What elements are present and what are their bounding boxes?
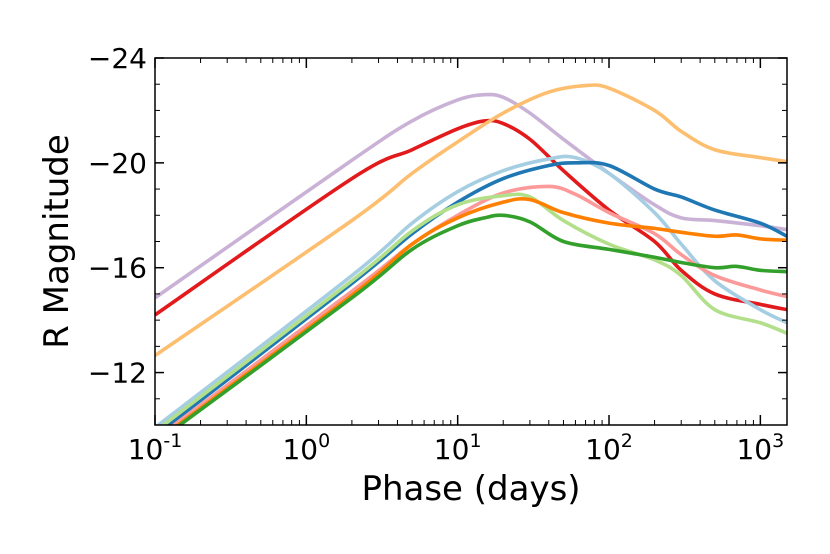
series-line-lilac xyxy=(155,92,787,300)
y-axis-title: R Magnitude xyxy=(37,134,77,349)
x-tick-label: 103 xyxy=(736,430,784,466)
x-tick-label: 101 xyxy=(434,430,482,466)
y-tick-label: −12 xyxy=(88,357,147,390)
ticks-layer: −24 −20 −16 −12 10-1 100 101 102 103 xyxy=(88,42,787,466)
y-tick-label: −16 xyxy=(88,252,147,285)
series-layer xyxy=(155,83,787,425)
x-tick-label: 100 xyxy=(282,430,330,466)
x-tick-label: 10-1 xyxy=(128,430,183,466)
series-line-light-orange xyxy=(155,83,787,358)
x-tick-label: 102 xyxy=(585,430,633,466)
series-line-light-blue xyxy=(155,154,787,425)
y-tick-label: −20 xyxy=(88,147,147,180)
series-line-blue xyxy=(165,160,787,425)
y-tick-label: −24 xyxy=(88,42,147,75)
series-line-green xyxy=(176,213,787,425)
series-line-light-green xyxy=(160,192,787,425)
series-line-red xyxy=(155,118,787,317)
x-axis-title: Phase (days) xyxy=(361,469,580,509)
series-line-orange xyxy=(174,197,787,425)
series-line-pink xyxy=(171,184,787,425)
